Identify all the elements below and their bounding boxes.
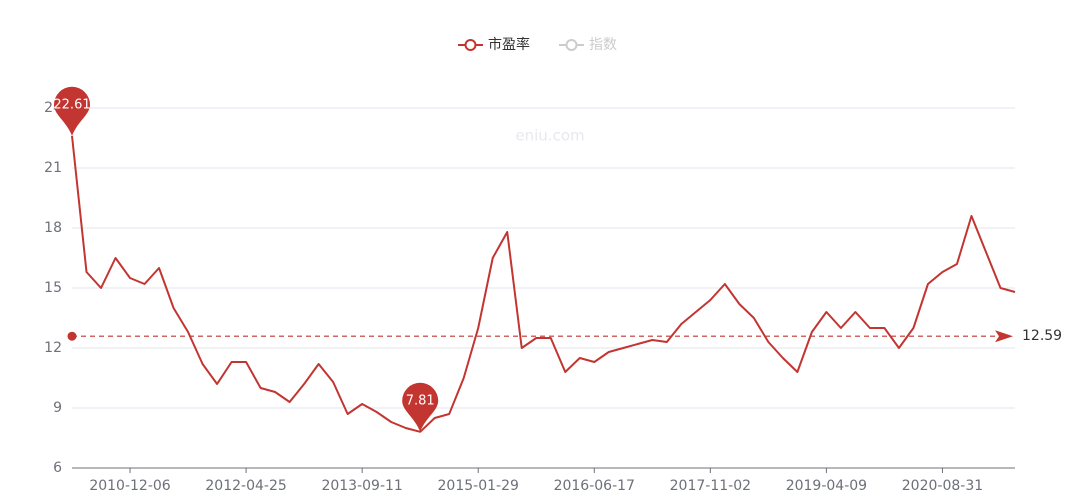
y-tick-label: 15 xyxy=(44,280,62,296)
series-line xyxy=(71,135,1016,433)
average-start xyxy=(67,331,77,341)
legend-symbol xyxy=(464,39,477,51)
x-tick-label: 2020-08-31 xyxy=(902,478,983,494)
x-tick-label: 2012-04-25 xyxy=(205,478,286,494)
y-tick-label: 9 xyxy=(53,400,62,416)
y-tick-label: 12 xyxy=(44,340,62,356)
average-label: 12.59 xyxy=(1022,328,1062,344)
x-tick-label: 2017-11-02 xyxy=(670,478,751,494)
pin-label: 22.61 xyxy=(53,97,90,112)
legend-item[interactable]: 市盈率 xyxy=(458,36,530,53)
x-tick-label: 2013-09-11 xyxy=(321,478,402,494)
legend-label: 市盈率 xyxy=(488,36,530,53)
legend-label: 指数 xyxy=(589,37,617,53)
y-tick-label: 6 xyxy=(53,460,62,476)
x-tick-label: 2015-01-29 xyxy=(438,478,519,494)
x-tick-label: 2016-06-17 xyxy=(554,478,635,494)
average-arrow xyxy=(995,330,1013,343)
pin-label: 7.81 xyxy=(406,393,435,408)
legend-item[interactable]: 指数 xyxy=(559,37,617,53)
watermark: eniu.com xyxy=(515,127,584,145)
pin-marker xyxy=(54,86,90,136)
x-tick-label: 2010-12-06 xyxy=(89,478,170,494)
legend-symbol xyxy=(565,39,578,51)
y-tick-label: 18 xyxy=(44,220,62,236)
pin-marker xyxy=(402,382,439,432)
y-tick-label: 21 xyxy=(44,160,62,176)
x-tick-label: 2019-04-09 xyxy=(786,478,867,494)
